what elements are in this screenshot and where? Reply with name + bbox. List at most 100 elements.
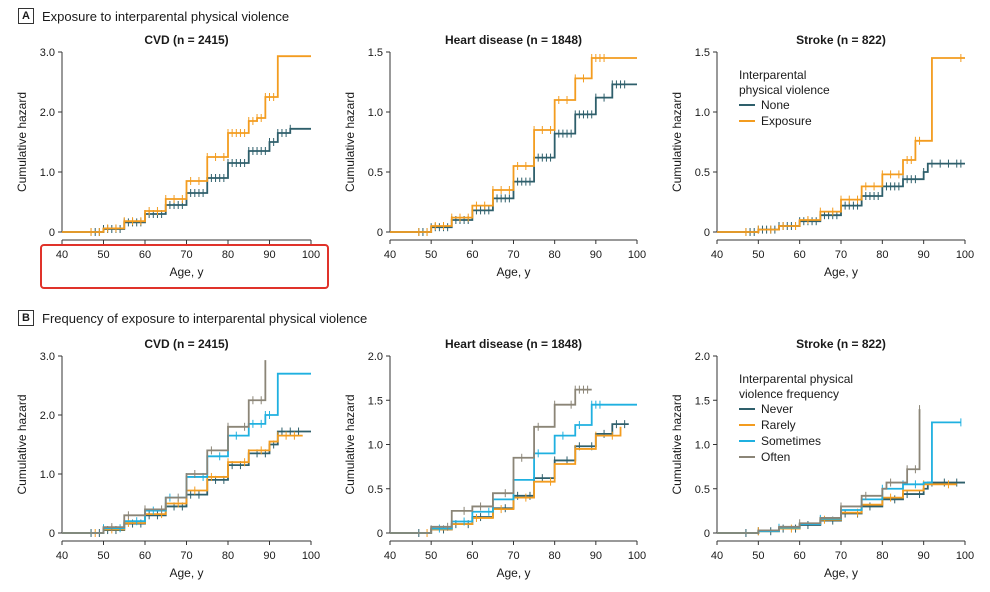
legend-title: violence frequency <box>739 387 839 401</box>
y-tick-label: 2.0 <box>40 410 55 422</box>
y-tick-label: 1.0 <box>40 469 55 481</box>
x-tick-label: 40 <box>384 249 396 261</box>
x-axis-label: Age, y <box>824 265 858 279</box>
y-tick-label: 1.0 <box>368 107 383 119</box>
y-tick-label: 0 <box>377 528 383 540</box>
x-tick-label: 90 <box>590 249 602 261</box>
series-line-rarely <box>62 436 303 533</box>
x-axis-label: Age, y <box>496 265 530 279</box>
series-line-none <box>390 84 637 232</box>
series-line-exposure <box>390 58 637 232</box>
x-tick-label: 90 <box>263 550 275 562</box>
x-tick-label: 60 <box>139 249 151 261</box>
x-tick-label: 70 <box>835 550 847 562</box>
y-tick-label: 2.0 <box>40 107 55 119</box>
x-tick-label: 90 <box>590 550 602 562</box>
y-tick-label: 1.5 <box>695 395 710 407</box>
chart-title: Stroke (n = 822) <box>796 33 886 47</box>
legend-item-label: Often <box>761 450 790 464</box>
x-tick-label: 50 <box>752 550 764 562</box>
y-tick-label: 0 <box>377 227 383 239</box>
legend-item-label: Rarely <box>761 418 796 432</box>
x-tick-label: 80 <box>222 550 234 562</box>
x-tick-label: 70 <box>835 249 847 261</box>
y-tick-label: 2.0 <box>695 351 710 363</box>
y-tick-label: 1.0 <box>695 107 710 119</box>
x-axis-label: Age, y <box>169 265 203 279</box>
x-tick-label: 100 <box>302 249 320 261</box>
chart-title: CVD (n = 2415) <box>144 337 228 351</box>
legend-item-label: None <box>761 98 790 112</box>
x-tick-label: 50 <box>752 249 764 261</box>
chart-B-2: Heart disease (n = 1848) 0 0.5 1.0 1.5 2.0 40 5… <box>343 337 646 580</box>
legend-title: Interparental <box>739 68 806 82</box>
legend-title: physical violence <box>739 83 830 97</box>
y-tick-label: 3.0 <box>40 351 55 363</box>
legend-item-label: Exposure <box>761 114 812 128</box>
chart-A-2: Heart disease (n = 1848)00.51.01.540 50 60… <box>343 33 646 279</box>
x-tick-label: 60 <box>794 550 806 562</box>
y-axis-label: Cumulative hazard <box>343 92 357 192</box>
legend-item-label: Never <box>761 402 793 416</box>
series-line-never <box>390 424 629 533</box>
chart-A-1: CVD (n = 2415) 0 1.0 2.0 3.0 40 50 60 70 80 90 100 A… <box>15 33 320 279</box>
x-tick-label: 80 <box>876 249 888 261</box>
y-tick-label: 3.0 <box>40 47 55 59</box>
y-tick-label: 1.0 <box>368 440 383 452</box>
y-tick-label: 1.5 <box>695 47 710 59</box>
x-tick-label: 40 <box>711 249 723 261</box>
y-axis-label: Cumulative hazard <box>670 92 684 192</box>
x-tick-label: 50 <box>97 249 109 261</box>
figure: A Exposure to interparental physical vio… <box>0 0 990 592</box>
x-axis-label: Age, y <box>496 566 530 580</box>
x-tick-label: 40 <box>384 550 396 562</box>
x-tick-label: 100 <box>956 249 974 261</box>
series-line-sometimes <box>717 422 961 533</box>
x-tick-label: 60 <box>466 249 478 261</box>
x-tick-label: 40 <box>56 249 68 261</box>
y-axis-label: Cumulative hazard <box>15 394 29 494</box>
y-tick-label: 2.0 <box>368 351 383 363</box>
x-tick-label: 80 <box>549 550 561 562</box>
x-tick-label: 100 <box>302 550 320 562</box>
x-tick-label: 40 <box>711 550 723 562</box>
x-tick-label: 80 <box>222 249 234 261</box>
series-line-sometimes <box>62 374 311 533</box>
chart-title: CVD (n = 2415) <box>144 33 228 47</box>
x-tick-label: 90 <box>918 249 930 261</box>
y-tick-label: 1.0 <box>695 440 710 452</box>
series-line-often <box>717 409 920 533</box>
y-tick-label: 1.5 <box>368 395 383 407</box>
legend-title: Interparental physical <box>739 372 853 386</box>
y-tick-label: 0.5 <box>368 167 383 179</box>
y-tick-label: 1.0 <box>40 167 55 179</box>
x-tick-label: 100 <box>956 550 974 562</box>
y-tick-label: 0 <box>704 227 710 239</box>
chart-title: Heart disease (n = 1848) <box>445 337 582 351</box>
x-tick-label: 90 <box>263 249 275 261</box>
x-tick-label: 70 <box>507 550 519 562</box>
x-tick-label: 70 <box>180 249 192 261</box>
y-tick-label: 1.5 <box>368 47 383 59</box>
y-tick-label: 0 <box>704 528 710 540</box>
chart-B-3: Stroke (n = 822) 0 0.5 1.0 1.5 2.0 40 50 60 70 80 9… <box>670 337 974 580</box>
x-tick-label: 100 <box>628 249 646 261</box>
x-tick-label: 80 <box>549 249 561 261</box>
chart-title: Heart disease (n = 1848) <box>445 33 582 47</box>
chart-B-1: CVD (n = 2415)01.02.03.040 50 60 70 80 90 100A… <box>15 337 320 580</box>
series-line-rarely <box>717 484 957 533</box>
y-tick-label: 0.5 <box>695 167 710 179</box>
x-tick-label: 70 <box>180 550 192 562</box>
x-tick-label: 50 <box>425 550 437 562</box>
charts-canvas: CVD (n = 2415)01.02.03.040 50 60 70 80 90 100A… <box>0 0 990 592</box>
legend-item-label: Sometimes <box>761 434 821 448</box>
y-tick-label: 0 <box>49 528 55 540</box>
y-tick-label: 0.5 <box>368 484 383 496</box>
y-axis-label: Cumulative hazard <box>15 92 29 192</box>
series-line-often <box>62 360 265 533</box>
x-tick-label: 70 <box>507 249 519 261</box>
x-tick-label: 60 <box>139 550 151 562</box>
x-axis-label: Age, y <box>169 566 203 580</box>
